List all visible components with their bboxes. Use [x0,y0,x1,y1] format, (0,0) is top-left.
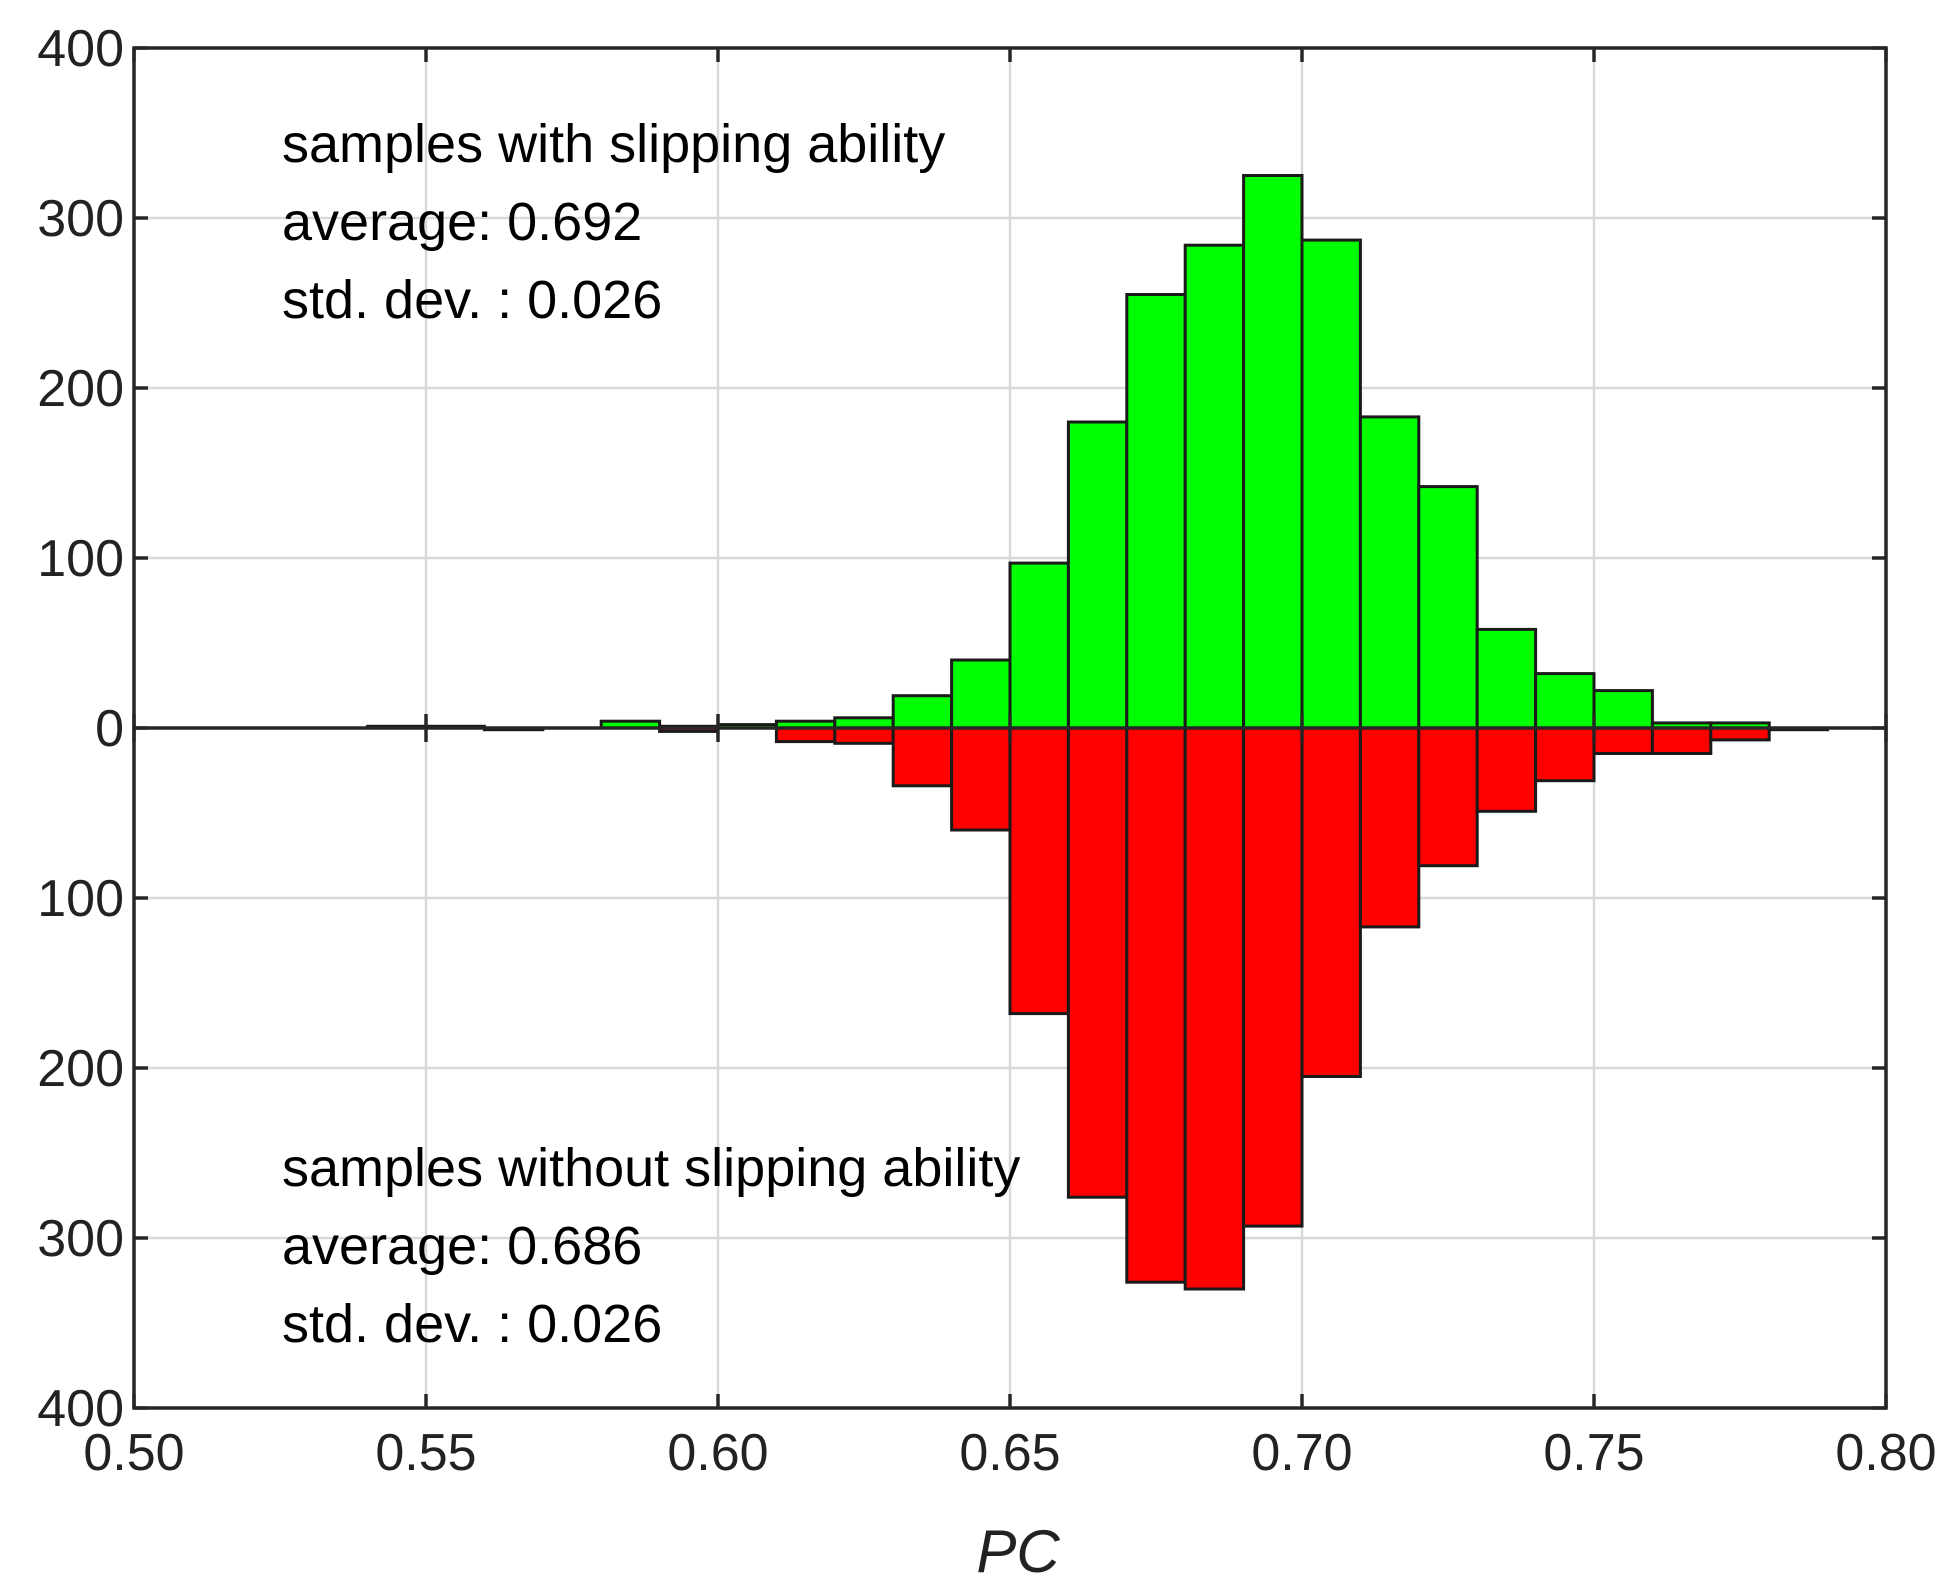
bottom-annotation-line1: samples without slipping ability [282,1138,1020,1198]
bar-without-slipping [1125,726,1187,1284]
top-annotation: samples with slipping ability average: 0… [282,114,945,330]
y-tick-labels: 400 300 200 100 0 100 200 300 400 [37,20,124,1438]
bar-with-slipping [1358,415,1421,730]
bars-layer [366,174,1830,1291]
x-tick-label: 0.75 [1543,1424,1644,1482]
bar-without-slipping [1592,726,1654,755]
bar-without-slipping [1534,726,1596,783]
bottom-annotation-line3: std. dev. : 0.026 [282,1294,662,1354]
y-tick-label: 400 [37,1380,124,1438]
bar-without-slipping [1242,726,1304,1228]
y-tick-label: 200 [37,1040,124,1098]
y-tick-label: 300 [37,1210,124,1268]
bar-without-slipping [1066,726,1129,1199]
bar-with-slipping [1475,627,1538,730]
top-annotation-line2: average: 0.692 [282,192,642,252]
bottom-annotation: samples without slipping ability average… [282,1138,1020,1354]
bar-without-slipping [1709,726,1771,742]
plot-frame [132,46,1888,1410]
bottom-annotation-line2: average: 0.686 [282,1216,642,1276]
x-axis-title: PC [976,1518,1060,1585]
bar-with-slipping [1125,293,1187,730]
bar-with-slipping [1242,174,1304,730]
bar-without-slipping [774,726,837,744]
bar-with-slipping [891,694,954,730]
bar-without-slipping [950,726,1012,832]
bar-with-slipping [1066,420,1129,730]
x-tick-label: 0.55 [375,1424,476,1482]
bar-with-slipping [1534,672,1596,730]
bar-with-slipping [1417,485,1479,730]
x-tick-label: 0.60 [667,1424,768,1482]
bar-with-slipping [950,658,1012,730]
bar-without-slipping [1008,726,1070,1016]
bar-without-slipping [1183,726,1246,1291]
bar-without-slipping [891,726,954,788]
y-tick-label: 400 [37,20,124,78]
x-tick-label: 0.50 [83,1424,184,1482]
bar-without-slipping [1650,726,1713,755]
y-tick-label: 100 [37,870,124,928]
y-tick-label: 300 [37,190,124,248]
bar-without-slipping [1475,726,1538,813]
top-annotation-line3: std. dev. : 0.026 [282,270,662,330]
x-tick-label: 0.65 [959,1424,1060,1482]
bar-with-slipping [1183,243,1246,730]
x-tick-label: 0.80 [1835,1424,1936,1482]
bar-without-slipping [1417,726,1479,868]
x-tick-labels: 0.50 0.55 0.60 0.65 0.70 0.75 0.80 [83,1424,1936,1482]
top-annotation-line1: samples with slipping ability [282,114,945,174]
bar-without-slipping [1300,726,1362,1078]
y-tick-label: 100 [37,530,124,588]
bar-with-slipping [1300,238,1362,730]
y-tick-label: 200 [37,360,124,418]
y-tick-label: 0 [95,700,124,758]
bar-without-slipping [1358,726,1421,929]
x-tick-label: 0.70 [1251,1424,1352,1482]
bar-without-slipping [833,726,895,745]
bar-with-slipping [1008,561,1070,730]
bar-with-slipping [1592,689,1654,730]
